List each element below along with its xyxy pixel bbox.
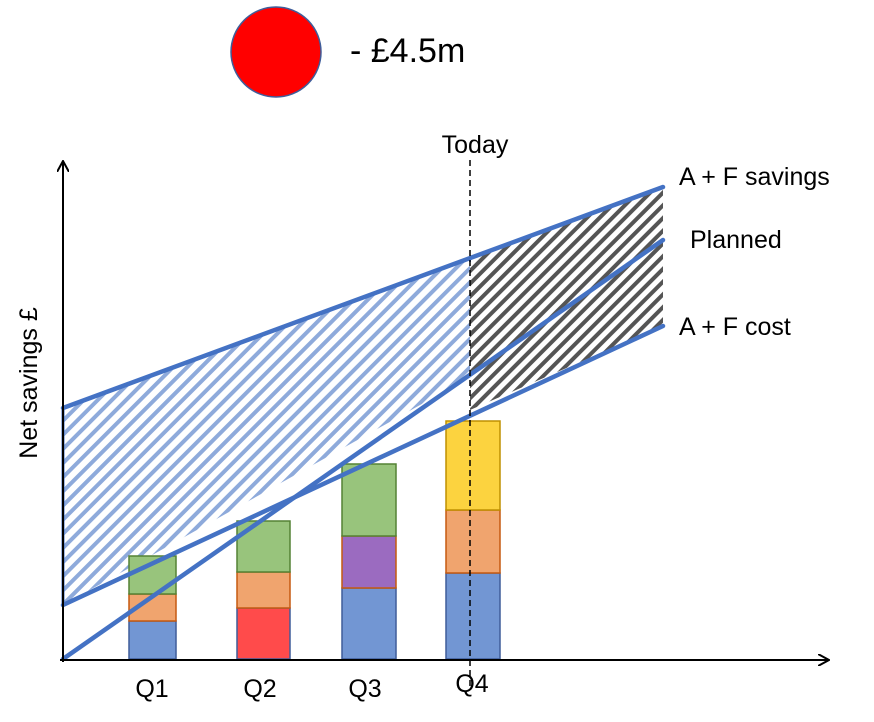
bar-q2-segment-2 <box>236 571 291 609</box>
quarter-label-q2: Q2 <box>243 675 276 703</box>
savings-line <box>60 184 666 411</box>
bar-q3-segment-3 <box>341 463 397 537</box>
cost-line-label: A + F cost <box>679 313 791 341</box>
bar-q2-segment-3 <box>236 520 291 573</box>
status-indicator-dot <box>230 6 322 98</box>
quarter-label-q3: Q3 <box>348 675 381 703</box>
bar-q3-segment-2 <box>341 535 397 589</box>
future-savings-band <box>470 187 663 410</box>
y-axis-label: Net savings £ <box>15 307 43 459</box>
quarter-label-q4: Q4 <box>455 670 488 698</box>
past-savings-band <box>63 258 470 605</box>
cost-line <box>60 323 666 608</box>
bar-q1-segment-1 <box>128 620 177 660</box>
savings-line-label: A + F savings <box>679 163 830 191</box>
quarter-label-q1: Q1 <box>135 675 168 703</box>
bar-q2-segment-1 <box>236 607 291 660</box>
today-marker-label: Today <box>442 131 509 159</box>
planned-line <box>60 237 666 662</box>
bar-q4-segment-1 <box>445 572 501 660</box>
bar-q4-segment-2 <box>445 509 501 574</box>
bar-q3-segment-1 <box>341 587 397 660</box>
quarter-bars <box>128 420 501 660</box>
planned-line-label: Planned <box>690 226 782 254</box>
indicator-value-label: - £4.5m <box>350 32 465 70</box>
bar-q4-segment-3 <box>445 420 501 511</box>
